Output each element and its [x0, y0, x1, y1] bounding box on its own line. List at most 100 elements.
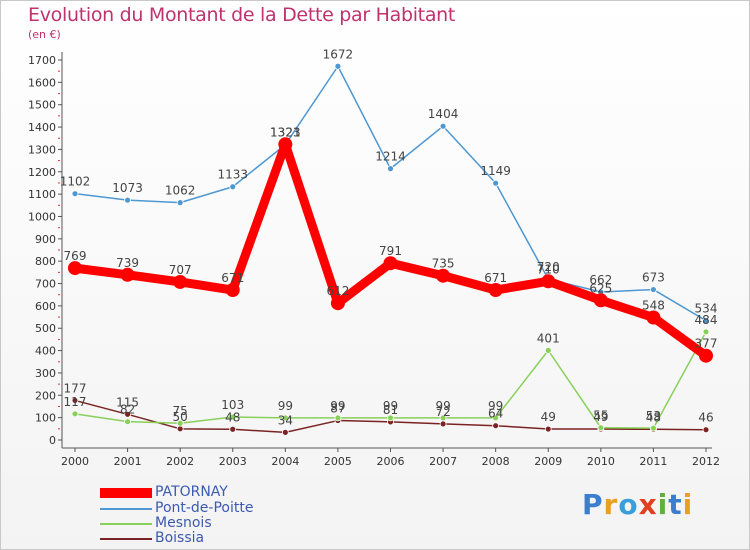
x-tick-label: 2004	[271, 455, 299, 468]
data-label-pont-de-poitte: 1321	[270, 126, 301, 140]
proxiti-logo: Proxiti	[582, 488, 693, 521]
data-label-boissia: 50	[173, 410, 188, 424]
x-tick-label: 2000	[61, 455, 89, 468]
data-label-pont-de-poitte: 1073	[112, 181, 143, 195]
logo-letter: i	[682, 488, 694, 521]
data-point-boissia	[439, 420, 447, 428]
data-label-boissia: 34	[278, 413, 293, 427]
data-label-pont-de-poitte: 1102	[60, 175, 91, 189]
data-label-boissia: 49	[541, 410, 556, 424]
data-label-pont-de-poitte: 662	[589, 273, 612, 287]
data-label-boissia: 64	[488, 407, 503, 421]
data-label-pont-de-poitte: 1133	[217, 168, 248, 182]
legend-swatch-patornay	[100, 488, 152, 498]
logo-letter: x	[638, 488, 658, 521]
legend-swatch-boissia	[100, 538, 152, 540]
data-point-boissia	[71, 397, 79, 404]
data-label-patornay: 625	[589, 281, 612, 295]
data-point-patornay	[593, 293, 608, 308]
data-point-boissia	[492, 422, 500, 430]
data-label-pont-de-poitte: 1672	[323, 47, 354, 61]
data-point-patornay	[225, 283, 240, 298]
data-point-patornay	[646, 310, 661, 325]
y-tick-label: 1300	[28, 143, 56, 156]
data-point-mesnois	[334, 414, 342, 422]
data-label-mesnois: 53	[646, 409, 661, 423]
x-tick-label: 2005	[324, 455, 352, 468]
data-label-mesnois: 401	[537, 331, 560, 345]
data-point-patornay	[699, 348, 713, 363]
data-point-mesnois	[597, 424, 605, 432]
data-label-boissia: 72	[435, 405, 450, 419]
data-point-pont-de-poitte	[650, 286, 657, 293]
y-tick-label: 1000	[28, 210, 56, 223]
x-tick-label: 2003	[219, 455, 247, 468]
data-label-mesnois: 99	[435, 399, 450, 413]
data-point-boissia	[544, 425, 552, 433]
data-point-mesnois	[281, 414, 289, 422]
data-label-boissia: 49	[593, 410, 608, 424]
y-tick-label: 800	[35, 255, 56, 268]
data-label-patornay: 791	[379, 244, 402, 258]
chart-title: Evolution du Montant de la Dette par Hab…	[28, 4, 456, 26]
data-label-patornay: 769	[64, 249, 87, 263]
data-label-patornay: 735	[432, 257, 455, 271]
data-label-mesnois: 99	[330, 399, 345, 413]
logo-letter: P	[582, 488, 604, 521]
data-point-mesnois	[544, 346, 552, 354]
data-label-mesnois: 99	[488, 399, 503, 413]
legend-swatch-mesnois	[100, 523, 152, 525]
y-tick-label: 1100	[28, 188, 56, 201]
legend-label: Boissia	[155, 530, 205, 546]
data-point-patornay	[488, 283, 503, 298]
legend-label: PATORNAY	[155, 484, 228, 500]
logo-letter: t	[668, 488, 683, 521]
data-label-mesnois: 117	[64, 395, 87, 409]
chart-ylabel: (en €)	[28, 28, 61, 41]
data-point-pont-de-poitte	[334, 62, 342, 70]
data-point-mesnois	[439, 414, 447, 422]
logo-letter: r	[603, 488, 619, 521]
data-label-boissia: 48	[646, 410, 661, 424]
legend-swatch-pont-de-poitte	[100, 508, 152, 510]
data-label-patornay: 1323	[270, 125, 301, 139]
data-point-mesnois	[492, 414, 500, 422]
data-label-mesnois: 99	[278, 399, 293, 413]
y-tick-label: 900	[35, 233, 56, 246]
x-tick-label: 2002	[166, 455, 194, 468]
logo-letter: o	[618, 488, 639, 521]
data-point-patornay	[120, 267, 135, 282]
data-point-pont-de-poitte	[176, 199, 184, 207]
data-point-pont-de-poitte	[702, 317, 710, 325]
x-tick-label: 2010	[587, 455, 615, 468]
y-tick-label: 200	[35, 389, 56, 402]
data-point-mesnois	[702, 328, 710, 336]
data-point-patornay	[278, 137, 293, 152]
data-label-patornay: 707	[169, 263, 192, 277]
y-tick-label: 400	[35, 345, 56, 358]
y-tick-label: 1500	[28, 99, 56, 112]
data-label-boissia: 46	[698, 411, 713, 425]
data-label-mesnois: 103	[221, 398, 244, 412]
data-label-boissia: 81	[383, 403, 398, 417]
data-point-pont-de-poitte	[492, 179, 500, 187]
data-label-boissia: 87	[330, 402, 345, 416]
x-tick-label: 2011	[639, 455, 667, 468]
data-point-patornay	[330, 296, 345, 311]
y-tick-label: 700	[35, 278, 56, 291]
data-label-pont-de-poitte: 1404	[428, 107, 459, 121]
y-tick-label: 1700	[28, 54, 56, 67]
data-label-pont-de-poitte: 673	[642, 271, 665, 285]
data-label-patornay: 671	[484, 271, 507, 285]
data-label-boissia: 115	[116, 395, 139, 409]
data-point-pont-de-poitte	[124, 196, 131, 204]
y-tick-label: 0	[49, 434, 56, 447]
data-label-mesnois: 484	[695, 313, 718, 327]
data-point-mesnois	[176, 419, 184, 427]
data-point-pont-de-poitte	[387, 165, 394, 173]
data-label-mesnois: 55	[593, 409, 608, 423]
data-point-boissia	[124, 410, 131, 418]
data-point-patornay	[436, 268, 451, 283]
data-label-pont-de-poitte: 720	[537, 260, 560, 274]
